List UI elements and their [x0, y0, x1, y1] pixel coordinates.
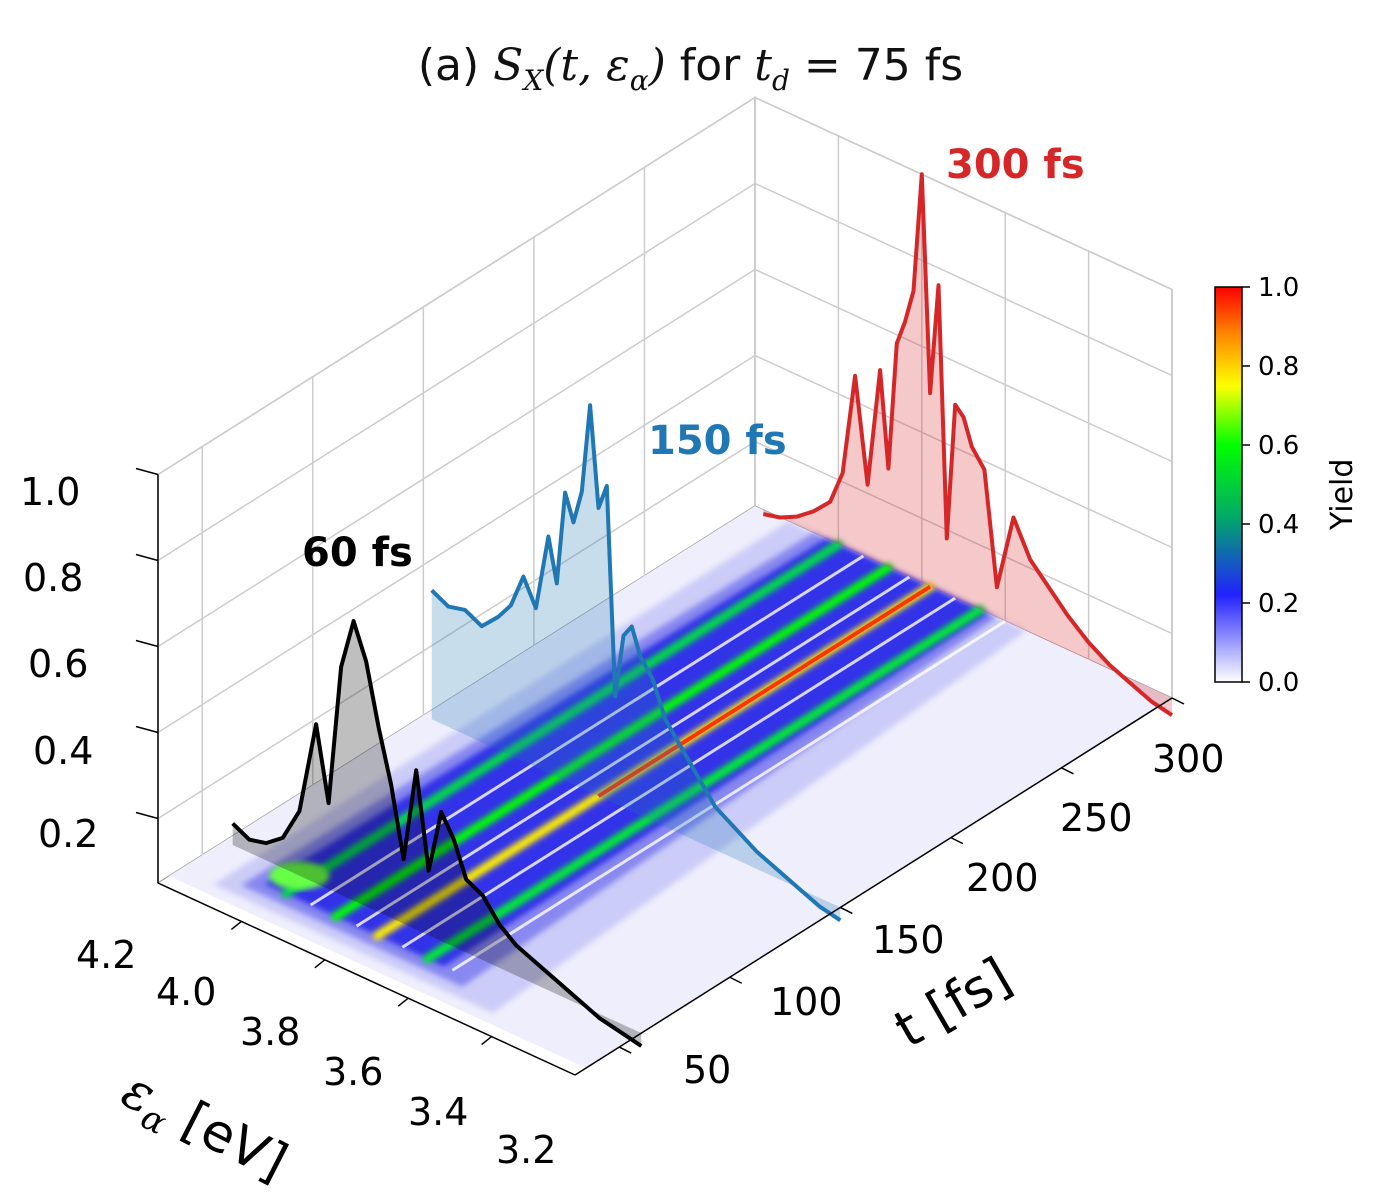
- colorbar-tick-label: 1.0: [1258, 273, 1300, 303]
- contour-level: [264, 538, 989, 967]
- energy-tick-label: 4.2: [76, 933, 137, 977]
- time-tick-label: 300: [1152, 737, 1225, 781]
- grid-line: [754, 96, 1173, 291]
- colorbar-tick-label: 0.0: [1258, 668, 1300, 698]
- annotation-60fs: 60 fs: [302, 530, 413, 576]
- colorbar-tick-label: 0.8: [1258, 352, 1300, 382]
- colorbar-tick-label: 0.4: [1258, 510, 1300, 540]
- colorbar-tick-label: 0.6: [1258, 431, 1300, 461]
- ridge-gap: [401, 596, 956, 949]
- energy-tick-label: 3.6: [323, 1050, 384, 1094]
- ridge-gap: [355, 575, 911, 928]
- time-tick: [839, 906, 853, 915]
- contour-hotspot: [269, 861, 330, 890]
- time-tick-label: 150: [872, 918, 945, 962]
- axis-lines: [135, 467, 1185, 1076]
- time-tick: [729, 976, 743, 984]
- z-tick: [135, 811, 159, 820]
- colorbar-tick-label: 0.2: [1258, 589, 1300, 619]
- ridge-gap: [451, 619, 1007, 972]
- time-tick: [950, 836, 964, 845]
- time-tick-label: 250: [1060, 796, 1133, 840]
- grid-line: [157, 96, 756, 476]
- energy-tick: [397, 997, 409, 1007]
- curve-line: [430, 403, 842, 922]
- z-tick: [135, 553, 159, 562]
- annotation-150fs: 150 fs: [648, 418, 787, 464]
- z-tick-label: 0.6: [28, 642, 89, 686]
- annotation-300fs: 300 fs: [946, 142, 1085, 188]
- energy-tick: [314, 959, 326, 969]
- chart-title: (a) SX(t, εα) for td = 75 fs: [417, 40, 964, 97]
- colorbar-gradient: [1214, 286, 1243, 683]
- grid-line: [754, 440, 1173, 635]
- grid-line: [754, 182, 1173, 377]
- grid-line: [754, 354, 1173, 549]
- energy-axis-line: [157, 882, 576, 1076]
- curve-line: [231, 619, 643, 1048]
- grid-line: [157, 182, 756, 562]
- time-tick-label: 50: [683, 1048, 732, 1092]
- grid-line: [157, 268, 756, 648]
- grid-line: [157, 440, 756, 820]
- colorbar-label: Yield: [1325, 458, 1360, 530]
- z-tick: [135, 467, 159, 476]
- grid-line: [754, 268, 1173, 463]
- time-axis-line: [574, 697, 1173, 1076]
- z-tick-label: 0.8: [23, 556, 84, 600]
- z-tick: [135, 725, 159, 734]
- time-tick-label: 100: [770, 980, 843, 1024]
- curve-line: [762, 172, 1174, 717]
- time-tick: [618, 1046, 632, 1054]
- contour-floor: [169, 506, 1173, 1068]
- yield-curves: [231, 172, 1174, 1048]
- z-tick-label: 0.4: [33, 729, 94, 773]
- time-tick-label: 200: [966, 856, 1039, 900]
- z-tick-label: 0.2: [38, 812, 99, 856]
- colorbar: [1214, 286, 1250, 683]
- curve-fill: [431, 405, 841, 921]
- energy-tick-label: 3.2: [496, 1128, 557, 1172]
- time-tick: [1061, 767, 1074, 775]
- time-tick: [1171, 697, 1185, 705]
- energy-tick-label: 3.4: [408, 1090, 469, 1134]
- energy-tick: [230, 920, 242, 930]
- energy-tick-label: 4.0: [156, 970, 217, 1014]
- ridge: [281, 539, 843, 898]
- ridge-peak: [597, 584, 932, 798]
- energy-tick: [481, 1036, 493, 1046]
- z-tick: [135, 639, 159, 648]
- z-tick-label: 1.0: [20, 470, 81, 514]
- grid-line: [157, 354, 756, 734]
- energy-tick-label: 3.8: [240, 1010, 301, 1054]
- curve-fill: [763, 174, 1172, 716]
